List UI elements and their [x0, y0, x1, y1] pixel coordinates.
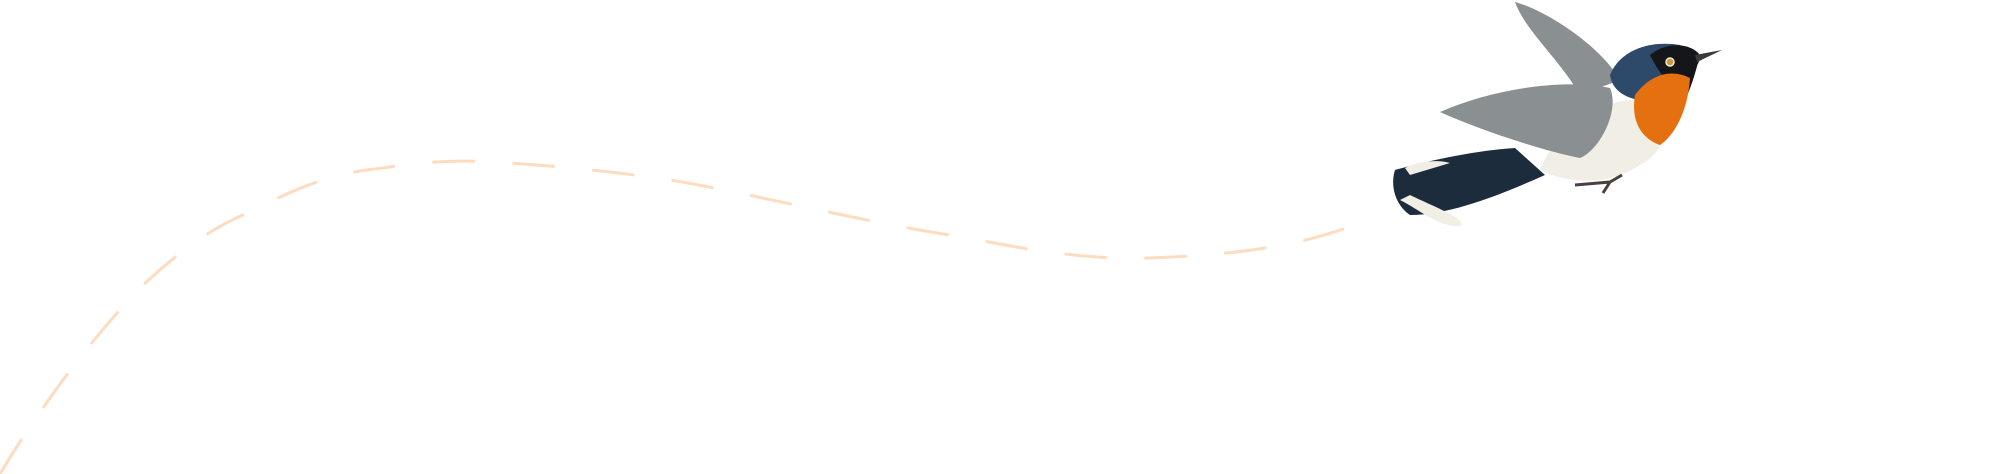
- bird-icon: [1393, 2, 1722, 227]
- dashed-flight-path: [0, 159, 1354, 474]
